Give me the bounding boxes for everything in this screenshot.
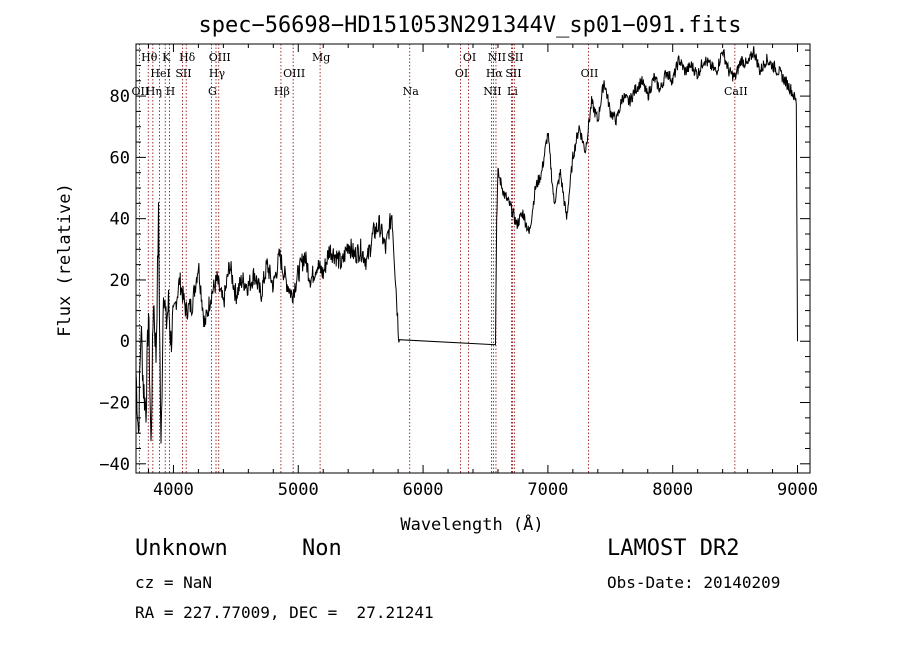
line-label-4: Mg (312, 51, 330, 64)
y-tick-label-0: −40 (99, 455, 130, 475)
line-label-2: Hδ (179, 51, 196, 64)
line-label-9: SII (175, 67, 191, 80)
y-tick-label-4: 40 (110, 210, 130, 230)
line-label-14: SII (505, 67, 521, 80)
y-tick-label-3: 20 (110, 271, 130, 291)
axes (135, 43, 811, 474)
x-axis-label: Wavelength (Å) (400, 513, 543, 535)
line-label-11: OIII (283, 67, 305, 80)
line-label-8: HeI (150, 67, 170, 80)
line-label-13: Hα (486, 67, 504, 80)
line-label-15: OII (581, 67, 599, 80)
x-tick-label-2: 6000 (403, 480, 444, 500)
y-tick-label-2: 0 (120, 332, 130, 352)
line-label-21: Na (403, 85, 420, 98)
survey-name: LAMOST DR2 (607, 536, 740, 561)
y-tick-label-1: −20 (99, 394, 130, 414)
chart-title: spec−56698−HD151053N291344V_sp01−091.fit… (198, 13, 741, 38)
y-tick-label-5: 60 (110, 148, 130, 168)
redshift-readout: cz = NaN (135, 573, 213, 592)
x-tick-label-4: 8000 (652, 480, 693, 500)
line-label-7: SII (507, 51, 523, 64)
line-label-22: NII (483, 85, 501, 98)
y-tick-label-6: 80 (110, 87, 130, 107)
x-tick-label-0: 4000 (153, 480, 194, 500)
line-label-24: CaII (724, 85, 748, 98)
flux-series (135, 46, 798, 444)
x-tick-label-5: 9000 (777, 480, 818, 500)
line-label-23: Li (507, 85, 518, 98)
x-tick-label-1: 5000 (278, 480, 319, 500)
flux-line (135, 46, 798, 444)
coordinates-readout: RA = 227.77009, DEC = 27.21241 (135, 603, 434, 622)
tick-labels: 4000 5000 6000 7000 8000 9000 −40 −20 0 20 40 60 80 (99, 87, 818, 500)
line-label-1: K (162, 51, 171, 64)
line-label-6: NII (488, 51, 506, 64)
line-label-19: G (208, 85, 217, 98)
emission-lines (138, 44, 736, 473)
line-label-12: OI (455, 67, 468, 80)
line-label-3: OIII (209, 51, 231, 64)
line-label-0: Hθ (141, 51, 158, 64)
x-tick-label-3: 7000 (527, 480, 568, 500)
line-label-10: Hγ (209, 67, 226, 80)
line-label-20: Hβ (274, 85, 290, 98)
object-subclass: Non (302, 536, 342, 561)
y-axis-label: Flux (relative) (55, 183, 75, 337)
plot-frame (135, 43, 811, 474)
observation-date: Obs-Date: 20140209 (607, 573, 781, 592)
object-class: Unknown (135, 536, 228, 561)
line-label-18: H (166, 85, 176, 98)
line-label-17: Hη (146, 85, 162, 98)
line-label-5: OI (463, 51, 476, 64)
